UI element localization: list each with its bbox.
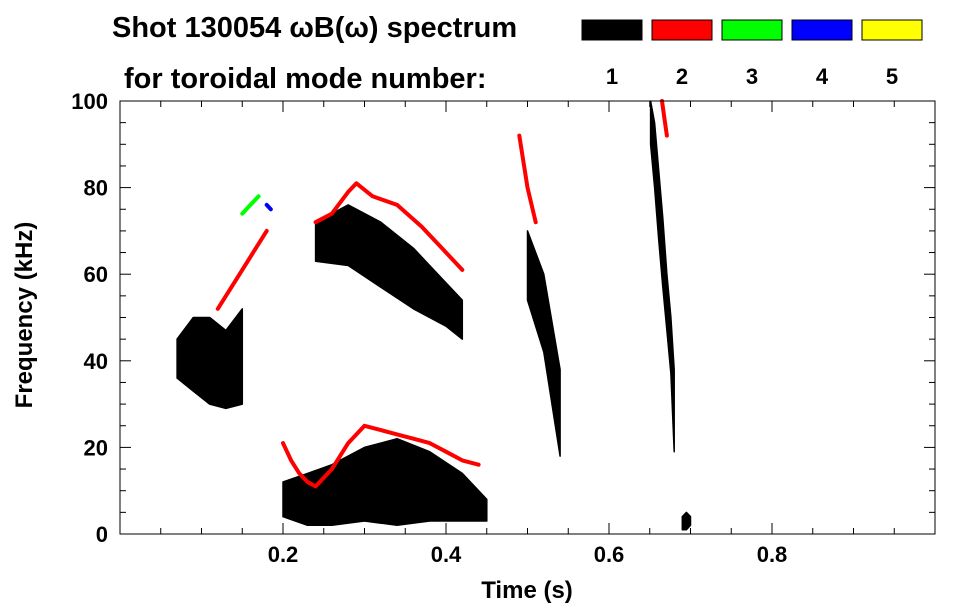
y-tick-label: 0 bbox=[96, 522, 108, 547]
legend-label-mode-5: 5 bbox=[886, 64, 898, 89]
mode-1-band-2 bbox=[314, 204, 464, 340]
legend-swatch-mode-3 bbox=[721, 19, 783, 41]
x-tick-label: 0.8 bbox=[757, 542, 788, 567]
mode-3-line-11 bbox=[240, 194, 261, 216]
legend-swatch-mode-1 bbox=[581, 19, 643, 41]
legend-label-mode-1: 1 bbox=[606, 64, 618, 89]
x-tick-label: 0.4 bbox=[431, 542, 462, 567]
plot-area bbox=[176, 99, 692, 531]
legend-swatch-mode-4 bbox=[791, 19, 853, 41]
mode-legend: 1 2 3 4 5 bbox=[581, 19, 923, 89]
y-tick-label: 100 bbox=[71, 89, 108, 114]
mode-4-line-12 bbox=[264, 202, 273, 212]
legend-label-mode-3: 3 bbox=[746, 64, 758, 89]
legend-label-mode-2: 2 bbox=[676, 64, 688, 89]
mode-2-line-6 bbox=[215, 228, 269, 311]
y-tick-label: 40 bbox=[84, 349, 108, 374]
mode-1-band-3 bbox=[649, 100, 675, 453]
x-tick-label: 0.6 bbox=[594, 542, 625, 567]
mode-2-line-10 bbox=[660, 99, 669, 138]
mode-1-band-4 bbox=[681, 511, 692, 531]
legend-swatch-mode-5 bbox=[861, 19, 923, 41]
y-tick-label: 80 bbox=[84, 176, 108, 201]
x-tick-label: 0.2 bbox=[268, 542, 299, 567]
mode-1-band-5 bbox=[526, 230, 561, 457]
y-tick-label: 60 bbox=[84, 262, 108, 287]
legend-swatch-mode-2 bbox=[651, 19, 713, 41]
chart-title-line1: Shot 130054 ωB(ω) spectrum bbox=[112, 12, 517, 44]
mode-2-line-8 bbox=[281, 423, 481, 489]
mode-2-line-7 bbox=[313, 181, 465, 272]
chart-title-line2: for toroidal mode number: bbox=[124, 63, 487, 95]
y-axis-label: Frequency (kHz) bbox=[11, 222, 38, 409]
mode-2-line-9 bbox=[517, 133, 538, 225]
mode-1-band-0 bbox=[176, 308, 244, 410]
mode-1-band-1 bbox=[282, 437, 488, 527]
y-tick-label: 20 bbox=[84, 435, 108, 460]
x-axis-label: Time (s) bbox=[481, 577, 573, 604]
axes: 0.2 0.4 0.6 0.8 0 20 40 60 80 100 bbox=[71, 89, 936, 567]
legend-label-mode-4: 4 bbox=[816, 64, 829, 89]
